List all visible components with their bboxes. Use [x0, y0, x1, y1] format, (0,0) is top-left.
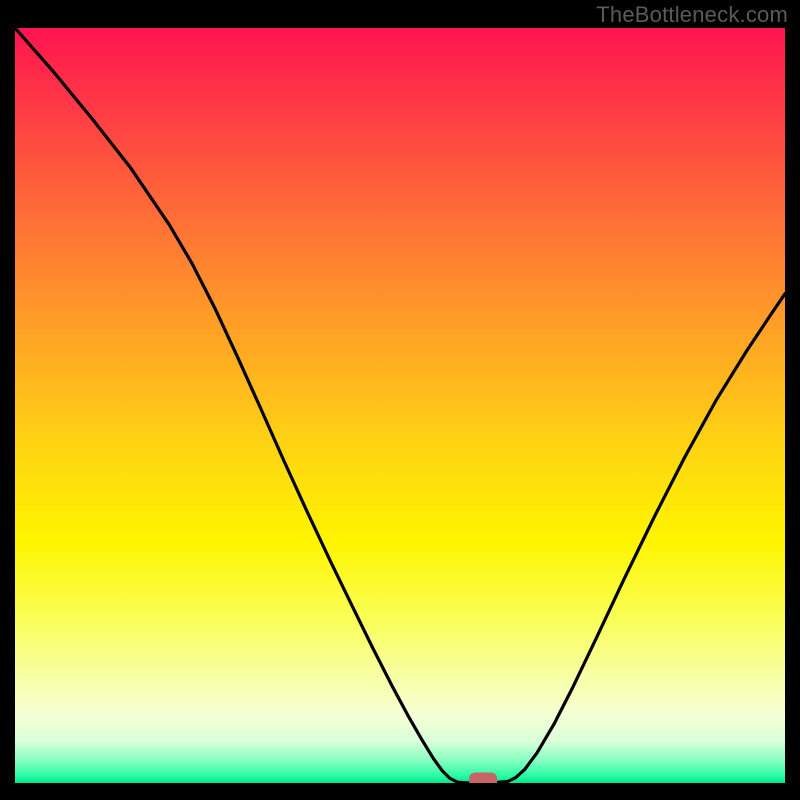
gradient-background: [15, 28, 785, 783]
optimal-marker: [469, 773, 497, 784]
watermark-text: TheBottleneck.com: [596, 2, 788, 28]
chart-plot-area: [15, 28, 785, 783]
chart-svg: [15, 28, 785, 783]
